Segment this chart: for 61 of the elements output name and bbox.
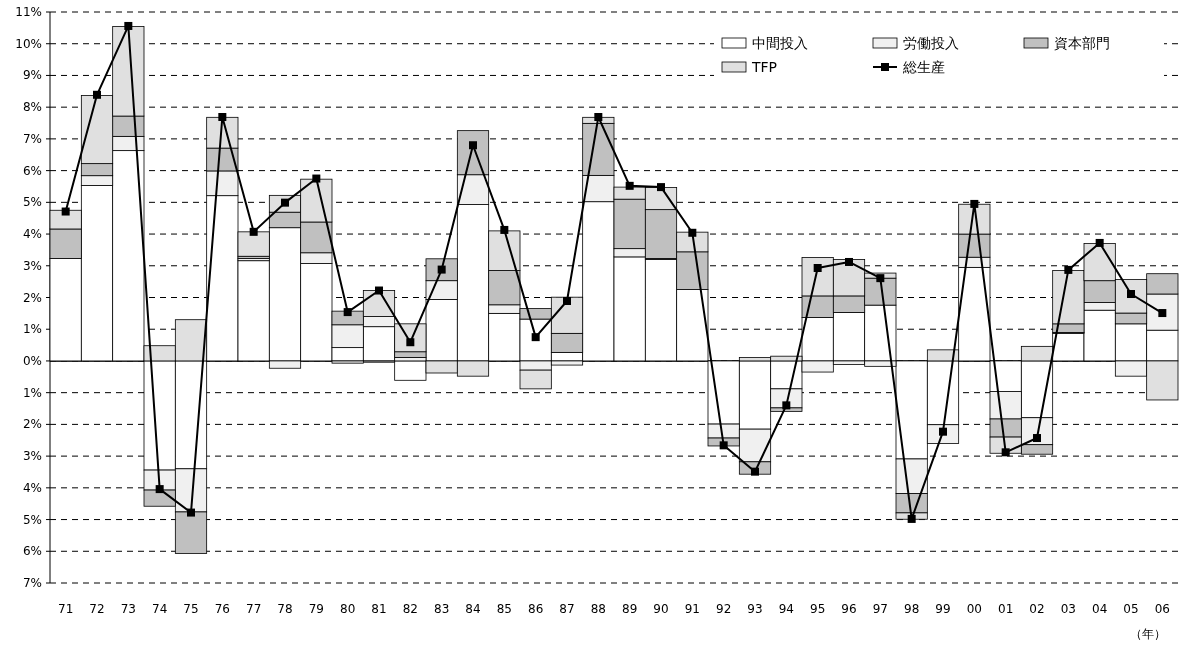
y-tick-label: 3% (22, 449, 42, 464)
x-tick-label: 03 (1060, 602, 1076, 616)
legend-label: TFP (751, 59, 778, 75)
x-tick-label: 04 (1092, 602, 1108, 616)
x-tick-label: 98 (904, 602, 920, 616)
x-tick-label: 81 (371, 602, 387, 616)
x-axis-title: （年） (1130, 627, 1166, 641)
y-tick-label: 7% (22, 576, 42, 590)
x-tick-label: 73 (120, 602, 136, 616)
x-tick-label: 84 (465, 602, 481, 616)
x-tick-label: 83 (434, 602, 450, 616)
x-tick-label: 89 (622, 602, 638, 616)
x-tick-label: 74 (152, 602, 168, 616)
y-tick-label: 9% (22, 68, 42, 83)
y-tick-label: 4% (22, 227, 42, 242)
x-tick-label: 88 (590, 602, 606, 616)
x-tick-label: 80 (340, 602, 356, 616)
y-tick-label: 1% (22, 385, 42, 400)
x-tick-label: 02 (1029, 602, 1045, 616)
x-tick-label: 87 (559, 602, 575, 616)
x-tick-label: 97 (872, 602, 888, 616)
x-tick-label: 01 (998, 602, 1014, 616)
y-tick-label: 11% (15, 5, 42, 19)
y-tick-label: 2% (22, 290, 42, 305)
y-tick-label: 1% (22, 322, 42, 337)
x-tick-label: 85 (496, 602, 512, 616)
y-tick-label: 3% (22, 258, 42, 273)
x-tick-label: 95 (810, 602, 826, 616)
x-tick-label: 92 (716, 602, 732, 616)
y-tick-label: 8% (22, 100, 42, 115)
legend-label: 中間投入 (752, 35, 808, 51)
x-tick-label: 78 (277, 602, 293, 616)
legend-label: 資本部門 (1054, 35, 1110, 51)
x-tick-label: 79 (308, 602, 324, 616)
x-tick-label: 96 (841, 602, 857, 616)
y-tick-label: 0% (22, 353, 42, 368)
y-tick-label: 4% (22, 480, 42, 495)
x-tick-label: 90 (653, 602, 669, 616)
y-tick-label: 6% (22, 163, 42, 178)
y-tick-label: 10% (15, 36, 42, 51)
x-tick-label: 99 (935, 602, 951, 616)
x-tick-label: 91 (684, 602, 700, 616)
x-tick-label: 72 (89, 602, 105, 616)
y-tick-label: 7% (22, 131, 42, 146)
x-tick-label: 93 (747, 602, 763, 616)
y-tick-label: 2% (22, 417, 42, 432)
x-tick-label: 86 (528, 602, 544, 616)
x-tick-label: 75 (183, 602, 199, 616)
y-tick-label: 5% (22, 195, 42, 210)
x-tick-label: 71 (58, 602, 74, 616)
legend-label: 労働投入 (903, 35, 959, 51)
x-tick-label: 94 (778, 602, 794, 616)
x-tick-label: 76 (214, 602, 230, 616)
x-tick-label: 82 (402, 602, 418, 616)
x-tick-label: 00 (966, 602, 982, 616)
x-tick-label: 06 (1154, 602, 1170, 616)
y-tick-label: 5% (22, 512, 42, 527)
x-tick-label: 77 (246, 602, 262, 616)
y-tick-label: 6% (22, 544, 42, 559)
legend-label: 総生産 (902, 59, 945, 75)
x-tick-label: 05 (1123, 602, 1139, 616)
